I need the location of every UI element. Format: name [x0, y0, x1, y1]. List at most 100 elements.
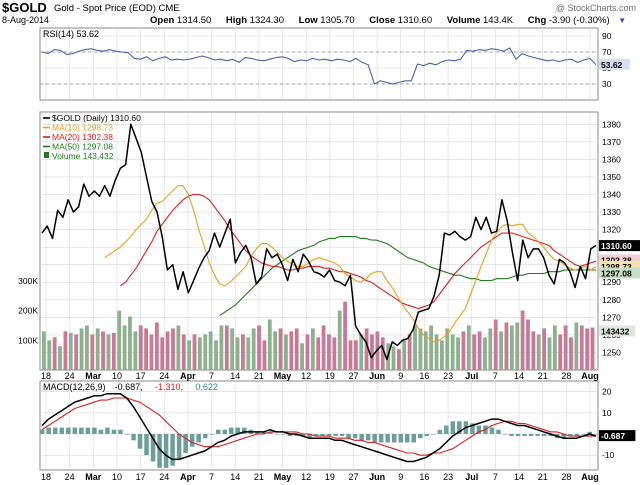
x-tick-label: 19: [325, 472, 335, 482]
legend-entry: $GOLD (Daily) 1310.60: [52, 113, 141, 123]
volume-bar: [370, 334, 374, 370]
macd-histogram-bar: [300, 433, 306, 437]
macd-histogram-bar: [580, 433, 586, 435]
x-tick-label: 23: [443, 371, 453, 381]
macd-histogram-bar: [92, 427, 97, 434]
rsi-line: [41, 47, 597, 85]
x-tick-label: 18: [41, 371, 51, 381]
volume-bar: [461, 331, 466, 370]
volume-bar: [337, 310, 342, 370]
macd-histogram-bar: [261, 431, 267, 434]
x-tick-label: 12: [301, 472, 311, 482]
x-tick-label: 7: [493, 371, 498, 381]
macd-histogram-bar: [359, 433, 364, 441]
x-tick-label: Aug: [581, 472, 599, 482]
macd-histogram-bar: [404, 433, 410, 443]
close-label: Close: [369, 15, 396, 26]
macd-histogram-bar: [150, 433, 156, 462]
volume-bar: [68, 332, 73, 370]
volume-bar: [445, 328, 450, 370]
chart-header: $GOLD Gold - Spot Price (EOD) CME @ Stoc…: [0, 0, 640, 16]
macd-histogram-bar: [561, 433, 566, 439]
x-tick-label: 16: [419, 371, 429, 381]
x-tick-label: 21: [538, 371, 548, 381]
x-tick-label: 12: [301, 371, 311, 381]
macd-histogram-bar: [385, 433, 390, 443]
dropdown-arrow-icon[interactable]: ▼: [618, 16, 627, 25]
macd-histogram-bar: [326, 433, 332, 437]
x-tick-label: May: [274, 472, 292, 482]
chg-label: Chg: [527, 15, 547, 26]
macd-histogram-bar: [522, 433, 527, 437]
x-tick-label: 7: [209, 371, 214, 381]
macd-histogram-bar: [476, 425, 482, 434]
volume-bar: [117, 310, 122, 370]
x-tick-label: Aug: [581, 371, 599, 381]
macd-histogram-bar: [98, 429, 104, 434]
volume-bar: [165, 331, 170, 370]
macd-histogram-bar: [242, 427, 247, 434]
macd-y-tick-label: -10: [602, 450, 615, 460]
macd-histogram-bar: [66, 427, 71, 434]
volume-bar: [181, 334, 186, 370]
price-y-tick-label: 1350: [602, 172, 621, 182]
macd-line: [41, 392, 597, 463]
open-label: Open: [150, 15, 175, 26]
volume-last-value: 143432: [601, 326, 630, 336]
macd-histogram-bar: [229, 427, 234, 434]
volume-bar: [552, 325, 557, 370]
low-value: 1305.70: [320, 15, 355, 26]
x-tick-label: 18: [41, 472, 51, 482]
volume-bar: [499, 331, 503, 370]
x-tick-label: 9: [398, 472, 403, 482]
volume-bar: [316, 337, 321, 370]
volume-bar: [246, 337, 251, 370]
volume-bar: [214, 340, 218, 370]
macd-histogram-bar: [424, 433, 430, 437]
title-text: Gold - Spot Price (EOD): [54, 3, 156, 14]
high-label: High: [225, 15, 248, 26]
volume-bar: [267, 319, 272, 370]
macd-histogram-bar: [144, 433, 149, 456]
macd-histogram-bar: [105, 427, 110, 434]
price-line: [41, 123, 597, 361]
volume-bar: [241, 334, 245, 370]
volume-bar: [294, 328, 299, 370]
volume-bar: [47, 340, 52, 370]
macd-histogram-bar: [365, 433, 371, 441]
volume-bar: [466, 325, 471, 370]
macd-histogram-bar: [418, 433, 423, 439]
macd-histogram-bar: [294, 433, 299, 437]
macd-histogram-bar: [40, 429, 45, 434]
macd-histogram-bar: [268, 431, 273, 434]
macd-histogram-bar: [346, 433, 351, 439]
macd-histogram-bar: [372, 433, 377, 443]
volume-bar: [42, 331, 46, 370]
volume-bar: [440, 340, 444, 370]
exchange: CME: [158, 3, 180, 14]
macd-histogram-bar: [183, 433, 188, 454]
volume-bar: [305, 334, 310, 370]
volume-bar: [171, 328, 175, 370]
macd-histogram-bar: [457, 421, 462, 434]
volume-bar: [262, 340, 267, 370]
macd-histogram-bar: [313, 433, 319, 437]
x-tick-label: Jun: [369, 472, 385, 482]
macd-legend-entry: -0.687,: [115, 382, 143, 392]
volume-bar: [160, 337, 165, 370]
volume-bar: [396, 349, 401, 370]
volume-bar: [52, 337, 57, 370]
macd-histogram-bar: [437, 429, 443, 434]
volume-bar: [203, 334, 208, 370]
x-tick-label: 27: [348, 371, 358, 381]
volume-bar: [90, 334, 95, 370]
volume-bar: [380, 337, 385, 370]
price-last-value: 1310.60: [601, 241, 632, 251]
macd-histogram-bar: [470, 423, 475, 434]
x-tick-label: 16: [419, 472, 429, 482]
volume-bar: [187, 340, 192, 370]
volume-bar: [434, 334, 439, 370]
macd-histogram-bar: [137, 433, 143, 449]
x-tick-label: 27: [348, 472, 358, 482]
volume-bar: [230, 328, 235, 370]
